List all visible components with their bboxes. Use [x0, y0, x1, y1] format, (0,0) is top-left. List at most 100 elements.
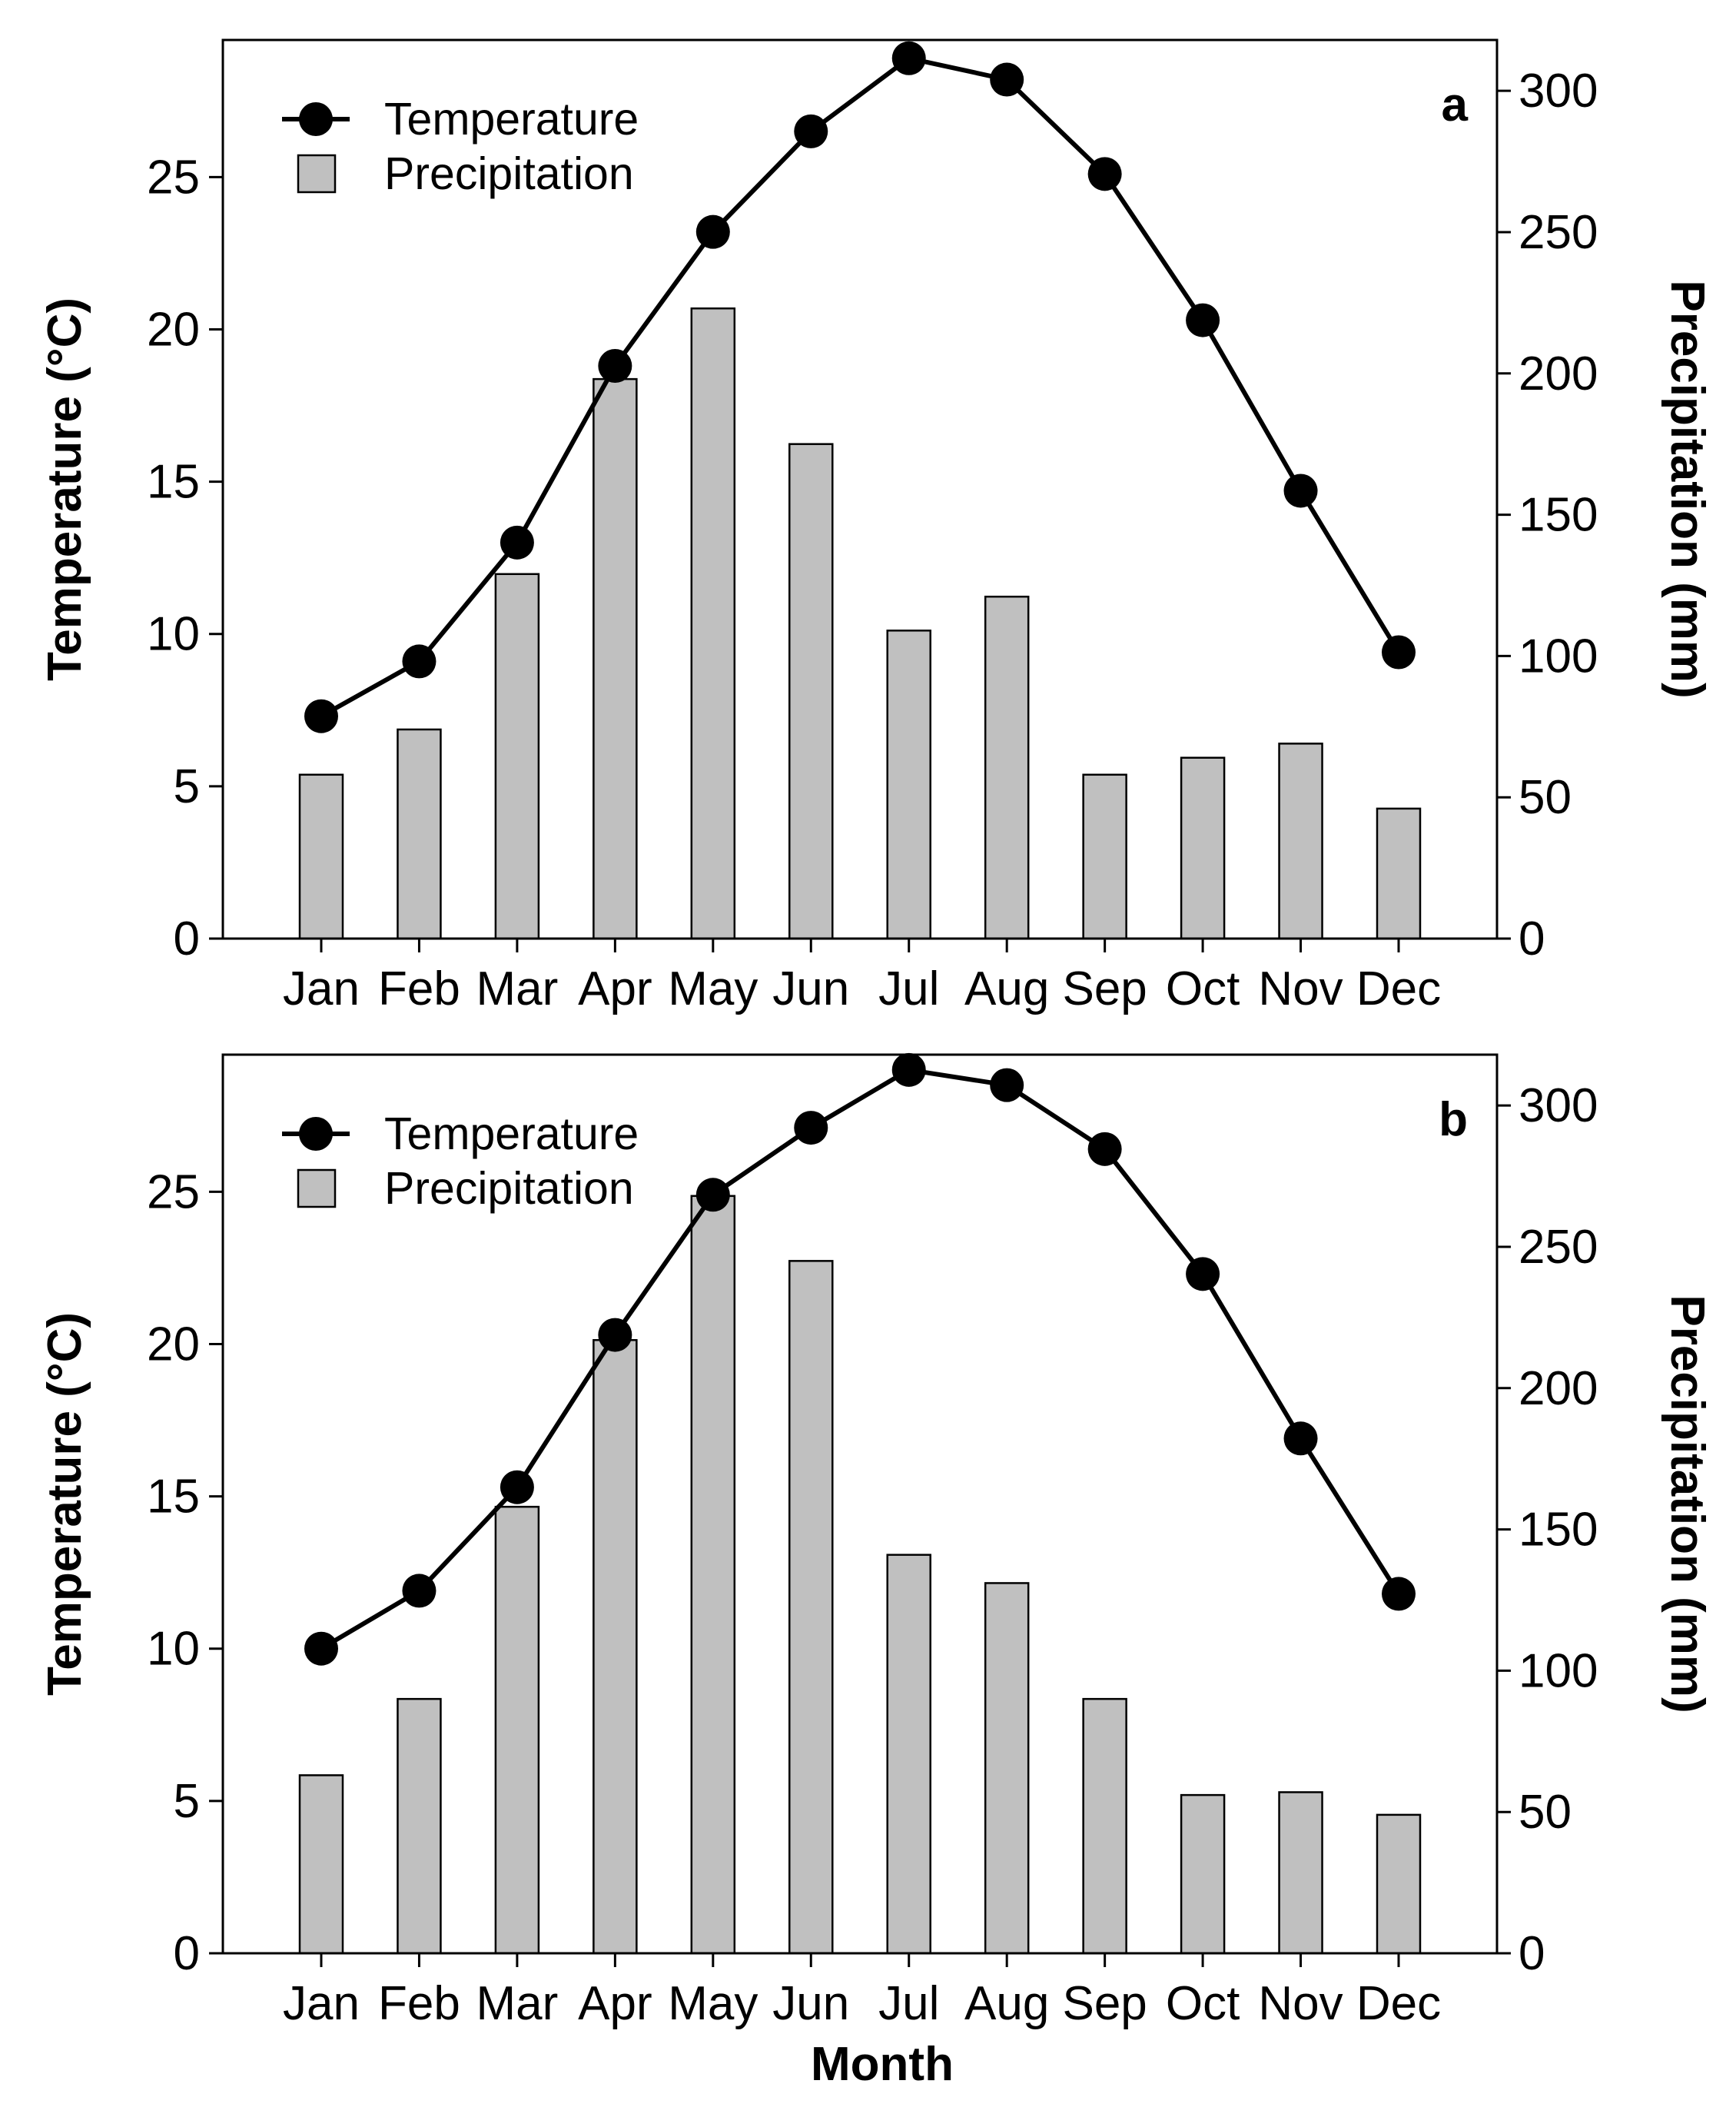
x-tick-label-dec: Dec: [1356, 1977, 1441, 2030]
precipitation-bar-sep: [1082, 773, 1127, 940]
x-tick-label-may: May: [668, 962, 758, 1015]
precipitation-bar-feb: [397, 728, 442, 940]
legend-precipitation-label: Precipitation: [384, 148, 634, 199]
left-y-tick-label: 0: [174, 912, 200, 965]
left-y-axis: 0 5 10 15 20 25: [147, 1165, 223, 1980]
x-axis: Jan Feb Mar Apr May Jun Jul Aug Sep Oct Nov Dec: [283, 1953, 1441, 2030]
panel-a: Jan Feb Mar Apr May Jun Jul Aug Sep Oct Nov Dec 0 5 10…: [38, 38, 1714, 1015]
temperature-point-oct: [1186, 1257, 1220, 1291]
temperature-point-may: [695, 1178, 730, 1212]
x-tick-label-oct: Oct: [1166, 1977, 1240, 2030]
right-y-tick-label: 300: [1519, 1079, 1598, 1132]
temperature-point-jan: [304, 699, 338, 733]
x-tick-label-feb: Feb: [378, 962, 460, 1015]
right-y-tick-label: 50: [1519, 1786, 1572, 1839]
panel-b: Jan Feb Mar Apr May Jun Jul Aug Sep Oct Nov Dec 0 5 10…: [38, 1052, 1714, 2030]
x-tick-label-dec: Dec: [1356, 962, 1441, 1015]
right-y-tick-label: 100: [1519, 630, 1598, 683]
temperature-point-mar: [500, 525, 534, 560]
legend-temperature-marker: [299, 1117, 333, 1151]
temperature-point-mar: [500, 1470, 534, 1504]
x-tick-label-may: May: [668, 1977, 758, 2030]
right-y-tick-label: 250: [1519, 1221, 1598, 1274]
left-y-tick-label: 10: [147, 608, 200, 661]
right-y-tick-label: 0: [1519, 912, 1545, 965]
right-y-tick-label: 150: [1519, 1504, 1598, 1557]
x-tick-label-jul: Jul: [878, 962, 939, 1015]
legend-precipitation-swatch: [297, 154, 337, 194]
x-tick-label-jan: Jan: [283, 962, 360, 1015]
left-y-tick-label: 0: [174, 1927, 200, 1980]
x-tick-label-apr: Apr: [578, 1977, 652, 2030]
temperature-point-dec: [1382, 635, 1416, 670]
temperature-point-aug: [990, 62, 1024, 97]
temperature-point-aug: [990, 1068, 1024, 1102]
temperature-markers: [304, 41, 1416, 733]
temperature-markers: [304, 1052, 1416, 1666]
left-y-tick-label: 20: [147, 1318, 200, 1371]
left-y-tick-label: 5: [174, 1775, 200, 1828]
precipitation-bars: [298, 307, 1422, 940]
legend-precipitation-swatch: [297, 1168, 337, 1208]
temperature-point-nov: [1283, 474, 1318, 508]
temperature-line: [320, 1067, 1401, 1651]
temperature-point-jan: [304, 1631, 338, 1666]
temperature-point-sep: [1087, 1132, 1122, 1166]
precipitation-bar-dec: [1376, 1813, 1422, 1955]
precipitation-bar-sep: [1082, 1697, 1127, 1955]
right-y-tick-label: 100: [1519, 1644, 1598, 1697]
x-tick-label-nov: Nov: [1258, 1977, 1343, 2030]
legend-temperature-label: Temperature: [384, 1108, 639, 1159]
plot-frame: [221, 1053, 1499, 1955]
temperature-line: [320, 55, 1401, 719]
x-tick-label-aug: Aug: [964, 962, 1049, 1015]
precipitation-bar-jul: [886, 1554, 931, 1955]
precipitation-bar-apr: [592, 377, 638, 940]
temperature-point-apr: [598, 1318, 632, 1352]
x-tick-label-jan: Jan: [283, 1977, 360, 2030]
precipitation-bar-dec: [1376, 807, 1422, 940]
x-tick-label-mar: Mar: [476, 1977, 559, 2030]
right-y-tick-label: 150: [1519, 489, 1598, 542]
legend-temperature-marker: [299, 102, 333, 136]
x-axis-title: Month: [811, 2038, 954, 2091]
left-y-tick-label: 10: [147, 1623, 200, 1676]
panel-letter: a: [1442, 78, 1469, 131]
x-tick-label-jul: Jul: [878, 1977, 939, 2030]
right-y-tick-label: 0: [1519, 1927, 1545, 1980]
right-y-tick-label: 250: [1519, 206, 1598, 259]
left-y-tick-label: 5: [174, 760, 200, 813]
x-tick-label-mar: Mar: [476, 962, 559, 1015]
left-y-tick-label: 25: [147, 1165, 200, 1218]
temperature-point-jul: [891, 41, 926, 75]
x-tick-label-jun: Jun: [772, 962, 849, 1015]
temperature-point-oct: [1186, 303, 1220, 337]
legend-precipitation-label: Precipitation: [384, 1163, 634, 1214]
left-y-tick-label: 15: [147, 456, 200, 509]
temperature-point-may: [695, 214, 730, 249]
left-y-axis-title: Temperature (°C): [38, 297, 91, 681]
temperature-point-jun: [794, 1111, 828, 1145]
temperature-point-jun: [794, 114, 828, 148]
right-y-axis-title: Precipitation (mm): [1661, 280, 1714, 698]
left-y-axis: 0 5 10 15 20 25: [147, 151, 223, 965]
x-tick-label-aug: Aug: [964, 1977, 1049, 2030]
right-y-axis: 0 50 100 150 200 250 300: [1497, 65, 1598, 965]
precipitation-bar-aug: [984, 1582, 1030, 1955]
temperature-point-sep: [1087, 157, 1122, 191]
x-tick-label-oct: Oct: [1166, 962, 1240, 1015]
precipitation-bar-oct: [1180, 756, 1226, 940]
temperature-point-nov: [1283, 1421, 1318, 1456]
x-tick-label-apr: Apr: [578, 962, 652, 1015]
left-y-tick-label: 15: [147, 1471, 200, 1524]
x-tick-label-jun: Jun: [772, 1977, 849, 2030]
left-y-tick-label: 25: [147, 151, 200, 204]
left-y-axis-title: Temperature (°C): [38, 1312, 91, 1696]
temperature-point-dec: [1382, 1577, 1416, 1611]
precipitation-bar-mar: [494, 573, 540, 940]
precipitation-bar-jan: [298, 1774, 344, 1955]
right-y-axis: 0 50 100 150 200 250 300: [1497, 1079, 1598, 1980]
